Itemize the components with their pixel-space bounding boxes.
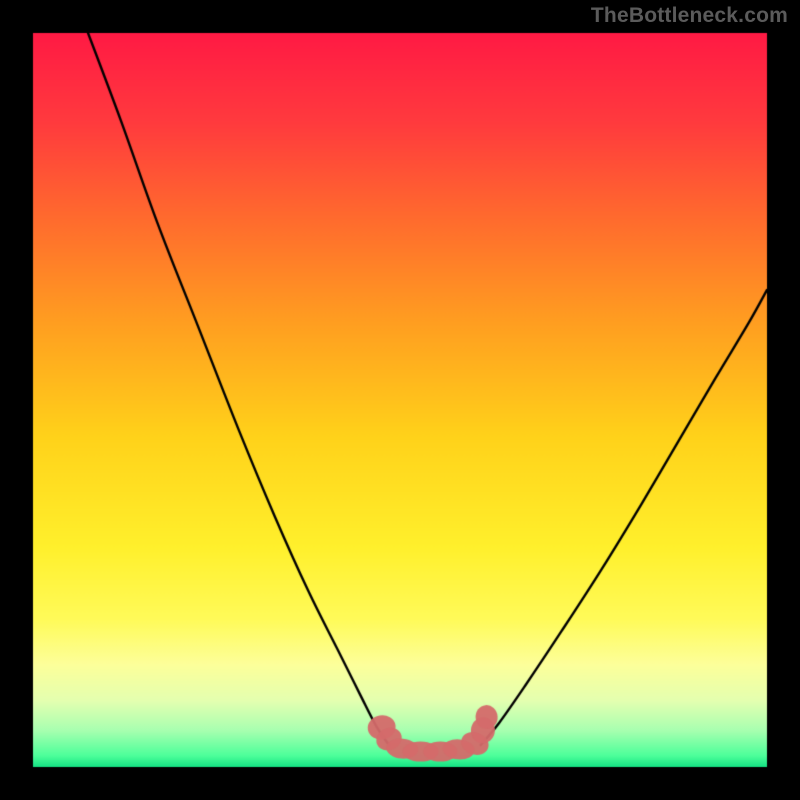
chart-container: TheBottleneck.com bbox=[0, 0, 800, 800]
bottleneck-curve-chart bbox=[0, 0, 800, 800]
watermark-label: TheBottleneck.com bbox=[591, 4, 788, 28]
